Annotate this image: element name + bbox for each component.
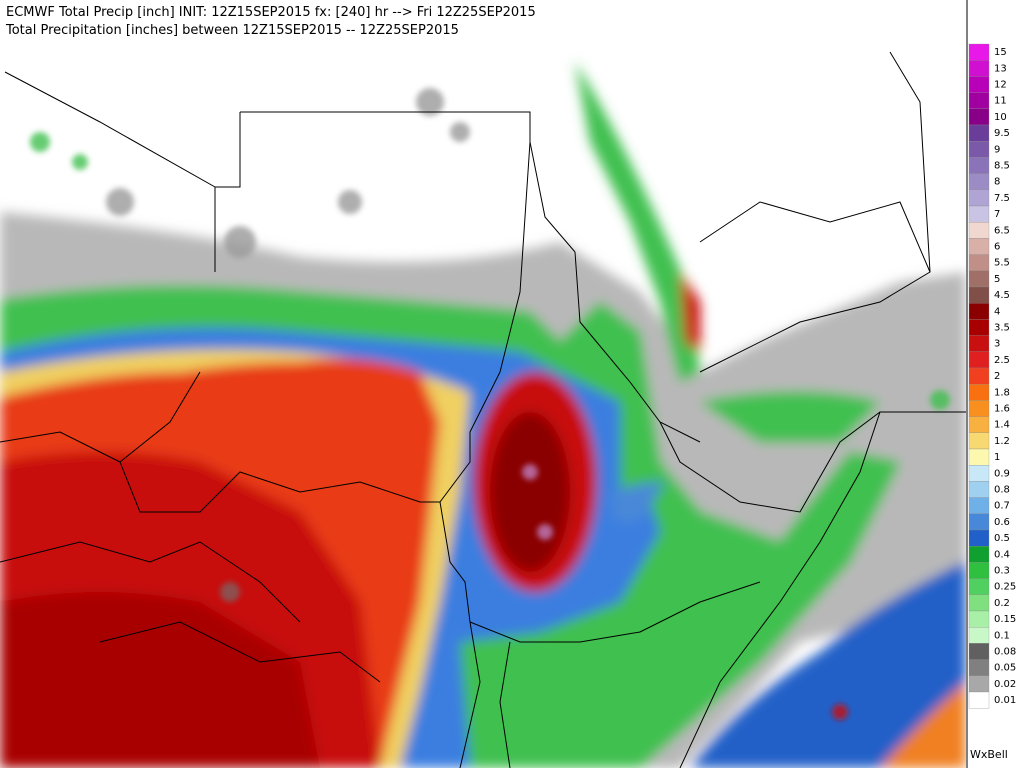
legend-swatch [968,205,990,223]
legend-swatch [968,643,990,660]
legend-label: 11 [994,96,1007,107]
legend-swatch [968,43,990,61]
legend-swatch [968,124,990,142]
legend-label: 5.5 [994,258,1010,269]
legend-label: 13 [994,63,1007,74]
legend-label: 0.01 [994,695,1016,706]
scattered-precip [30,88,950,720]
legend-swatch [968,141,990,158]
legend-swatch [968,189,990,207]
legend-label: 0.2 [994,598,1010,609]
legend-label: 0.4 [994,549,1010,560]
legend-label: 1.4 [994,420,1010,431]
title: ECMWF Total Precip [inch] INIT: 12Z15SEP… [6,5,536,20]
legend-swatch [968,92,990,109]
legend-label: 9.5 [994,128,1010,139]
legend-swatch [968,497,990,514]
legend-swatch [968,416,990,433]
legend-swatch [968,173,990,190]
legend-label: 0.05 [994,663,1016,674]
legend-label: 0.7 [994,501,1010,512]
legend-label: 0.5 [994,533,1010,544]
legend-label: 15 [994,47,1007,58]
legend-swatch [968,659,990,676]
legend-label: 2.5 [994,355,1010,366]
precip-field [0,62,966,768]
legend-swatch [968,254,990,271]
legend-label: 0.08 [994,647,1016,658]
legend-label: 0.8 [994,485,1010,496]
legend-swatch [968,594,990,612]
legend-swatch [968,400,990,417]
legend-label: 0.6 [994,517,1010,528]
legend-label: 1.6 [994,404,1010,415]
legend-label: 12 [994,80,1007,91]
legend-swatch [968,238,990,255]
legend-label: 4.5 [994,290,1010,301]
legend-label: 0.15 [994,614,1016,625]
legend-label: 3 [994,339,1000,350]
legend-label: 2 [994,371,1000,382]
legend-swatch [968,578,990,595]
legend-label: 4 [994,306,1000,317]
legend-label: 0.25 [994,582,1016,593]
legend-swatch [968,303,990,320]
legend-label: 5 [994,274,1000,285]
legend-label: 8 [994,177,1000,188]
legend-label: 0.9 [994,468,1010,479]
legend-label: 9 [994,144,1000,155]
legend-swatch [968,513,990,531]
legend-swatch [968,432,990,450]
subtitle: Total Precipitation [inches] between 12Z… [6,23,459,38]
legend-label: 8.5 [994,161,1010,172]
legend-label: 6 [994,242,1000,253]
legend-swatch [968,351,990,369]
legend-label: 1.8 [994,387,1010,398]
colorbar: 15131211109.598.587.576.565.554.543.532.… [966,0,1016,768]
legend-label: 1 [994,452,1000,463]
legend-swatch [968,691,990,709]
legend-swatch [968,562,990,579]
legend-swatch [968,529,990,547]
legend-swatch [968,546,990,563]
legend-swatch [968,270,990,288]
legend-swatch [968,319,990,336]
legend-swatch [968,384,990,401]
legend-swatch [968,222,990,239]
credit: WxBell [970,748,1008,761]
legend-label: 6.5 [994,225,1010,236]
legend-swatch [968,367,990,385]
legend-label: 0.1 [994,630,1010,641]
legend-swatch [968,675,990,693]
legend-swatch [968,76,990,93]
legend-swatch [968,60,990,77]
legend-swatch [968,335,990,352]
legend-swatch [968,627,990,644]
legend-label: 0.3 [994,566,1010,577]
legend-swatch [968,108,990,126]
legend-swatch [968,481,990,498]
legend-label: 7 [994,209,1000,220]
legend-label: 10 [994,112,1007,123]
precip-map [0,42,966,768]
legend-label: 3.5 [994,323,1010,334]
legend-label: 7.5 [994,193,1010,204]
legend-swatch [968,465,990,482]
borders [0,51,966,768]
legend-swatch [968,610,990,628]
legend-label: 0.02 [994,679,1016,690]
legend-swatch [968,448,990,466]
legend-swatch [968,157,990,174]
legend-label: 1.2 [994,436,1010,447]
legend-swatch [968,286,990,304]
